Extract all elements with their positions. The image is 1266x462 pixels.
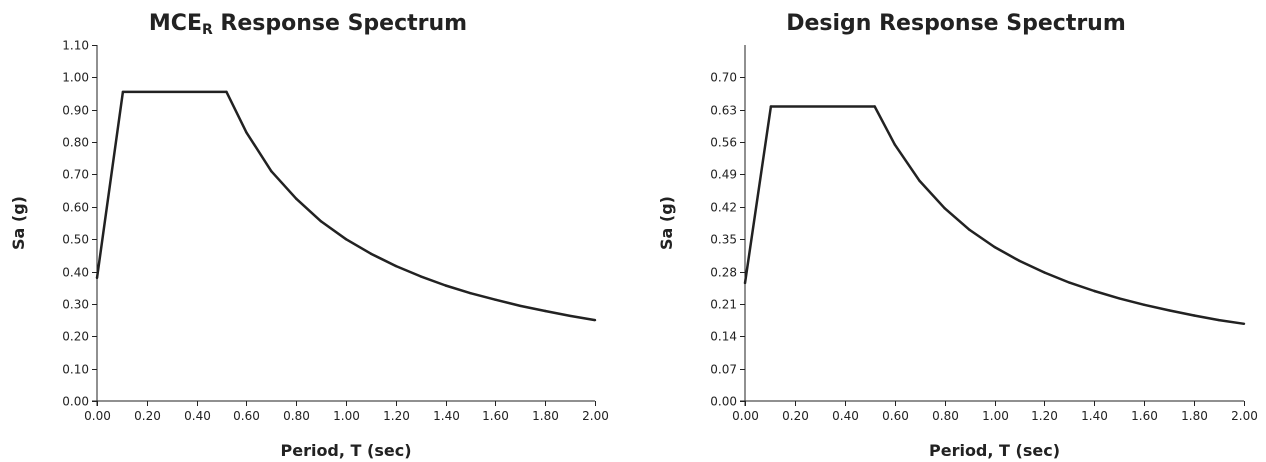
x-tick-label: 0.20 (134, 409, 161, 423)
curve-point (1242, 322, 1246, 325)
curve-point (344, 238, 348, 241)
y-tick-label: 0.60 (62, 201, 89, 215)
design-response-spectrum-chart: Design Response Spectrum 0.00 0.07 0.14 0.21… (657, 11, 1258, 460)
y-tick-label: 1.10 (62, 39, 89, 53)
curve-point (369, 252, 373, 255)
curve-point (469, 292, 472, 295)
x-tick-label: 1.60 (1131, 409, 1158, 423)
curve-point (769, 105, 773, 108)
x-tick-label: 0.40 (184, 409, 211, 423)
curve-point (494, 298, 497, 301)
x-tick-label: 0.40 (832, 409, 859, 423)
y-tick-label: 0.35 (710, 233, 737, 247)
x-tick-label: 0.80 (932, 409, 959, 423)
x-tick-label: 0.00 (732, 409, 759, 423)
curve-point (943, 207, 946, 210)
curve-point (1118, 297, 1121, 300)
curve-point (743, 281, 747, 285)
curve-point (1217, 318, 1221, 322)
curve-point (1192, 314, 1196, 317)
x-tick-label: 0.80 (283, 409, 310, 423)
chart-title: MCER Response Spectrum (149, 11, 467, 38)
y-tick-label: 0.30 (62, 298, 89, 312)
curve-point (593, 318, 597, 322)
y-axis-label: Sa (g) (9, 196, 28, 250)
x-tick-label: 1.20 (1031, 409, 1058, 423)
curve-point (519, 304, 522, 308)
curve-point (1068, 281, 1071, 284)
y-tick-label: 0.63 (710, 104, 737, 118)
curve-point (1018, 259, 1021, 263)
curve-point (918, 179, 921, 183)
curve-point (419, 275, 422, 278)
chart-title-subscript: R (202, 22, 213, 38)
y-tick-label: 0.50 (62, 233, 89, 247)
y-tick-label: 1.00 (62, 71, 89, 85)
mce-response-spectrum-chart: MCER Response Spectrum 0.00 0.10 0.20 0.30 0.… (9, 11, 609, 460)
y-axis-label: Sa (g) (657, 196, 676, 250)
curve-point (568, 314, 572, 318)
curve-point (893, 143, 896, 146)
response-spectrum-curve (95, 90, 596, 322)
x-axis-label: Period, T (sec) (929, 441, 1060, 460)
x-tick-label: 1.60 (482, 409, 509, 423)
curve-point (270, 170, 273, 173)
curve-point (1167, 309, 1171, 312)
y-tick-label: 0.49 (710, 168, 737, 182)
x-tick-label: 1.80 (1181, 409, 1208, 423)
x-tick-label: 0.00 (84, 409, 111, 423)
curve-point (295, 197, 298, 200)
y-tick-label: 0.42 (710, 201, 737, 215)
y-tick-label: 0.14 (710, 330, 737, 344)
x-tick-label: 1.00 (982, 409, 1009, 423)
y-tick-label: 0.28 (710, 266, 737, 280)
y-tick-label: 0.40 (62, 266, 89, 280)
y-tick-label: 0.00 (710, 395, 737, 409)
curve-point (95, 276, 99, 280)
response-spectrum-curve (743, 105, 1245, 326)
x-tick-label: 1.00 (333, 409, 360, 423)
y-tick-label: 0.07 (710, 363, 737, 377)
x-tick-label: 0.20 (782, 409, 809, 423)
curve-point (444, 284, 447, 287)
chart-title-main: MCE (149, 11, 202, 36)
y-tick-label: 0.10 (62, 363, 89, 377)
y-tick-label: 0.21 (710, 298, 737, 312)
x-tick-label: 0.60 (882, 409, 909, 423)
x-tick-label: 1.20 (383, 409, 410, 423)
curve-point (319, 220, 323, 223)
y-tick-label: 0.20 (62, 330, 89, 344)
y-tick-label: 0.70 (62, 168, 89, 182)
curve-point (873, 105, 876, 108)
chart-title-main: Design Response Spectrum (786, 11, 1126, 36)
x-axis-label: Period, T (sec) (280, 441, 411, 460)
curve-point (1143, 303, 1146, 306)
x-tick-label: 0.60 (233, 409, 260, 423)
x-tick-label: 1.40 (1081, 409, 1108, 423)
curve-point (121, 90, 125, 94)
curve-point (1043, 271, 1046, 274)
curve-point (968, 228, 971, 232)
y-tick-label: 0.80 (62, 136, 89, 150)
curve-point (993, 245, 996, 249)
chart-title-rest: Response Spectrum (213, 11, 467, 36)
x-tick-label: 1.40 (433, 409, 460, 423)
y-tick-label: 0.90 (62, 104, 89, 118)
x-tick-label: 2.00 (582, 409, 609, 423)
curve-point (225, 90, 228, 94)
chart-title: Design Response Spectrum (786, 11, 1126, 36)
curve-point (394, 264, 397, 268)
curve-point (1093, 289, 1096, 293)
curve-point (544, 309, 547, 313)
y-tick-label: 0.70 (710, 71, 737, 85)
curve-point (245, 131, 248, 134)
x-tick-label: 1.80 (532, 409, 559, 423)
x-tick-label: 2.00 (1231, 409, 1258, 423)
y-tick-label: 0.56 (710, 136, 737, 150)
y-tick-label: 0.00 (62, 395, 89, 409)
